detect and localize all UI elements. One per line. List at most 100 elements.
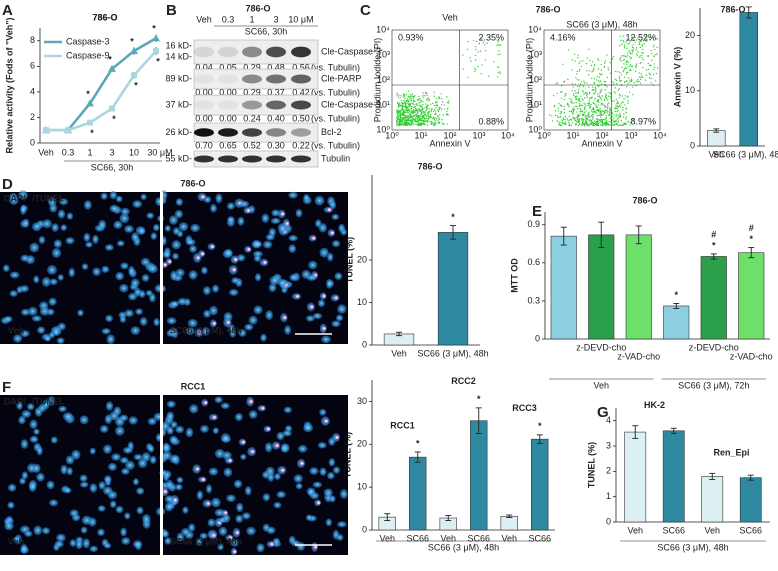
nucleus: [57, 209, 66, 219]
nucleus: [26, 403, 35, 411]
event-dot: [596, 106, 598, 109]
tunel-spot: [333, 295, 339, 301]
nucleus: [37, 326, 46, 334]
event-dot: [405, 119, 408, 122]
event-dot: [436, 104, 438, 106]
event-dot: [415, 110, 417, 112]
event-dot: [477, 51, 479, 53]
event-dot: [597, 110, 599, 112]
event-dot: [579, 122, 581, 124]
event-dot: [595, 88, 597, 90]
event-dot: [589, 106, 592, 108]
event-dot: [418, 108, 420, 110]
event-dot: [580, 81, 583, 83]
event-dot: [419, 123, 421, 125]
nucleus: [170, 300, 180, 307]
event-dot: [570, 124, 573, 126]
event-dot: [596, 100, 598, 102]
event-dot: [426, 105, 428, 107]
nucleus: [136, 506, 144, 515]
event-dot: [573, 102, 575, 104]
event-dot: [623, 68, 625, 70]
event-dot: [568, 104, 570, 106]
event-dot: [572, 109, 574, 111]
nucleus: [238, 329, 247, 337]
event-dot: [425, 120, 427, 122]
quadrant-value: 0.88%: [478, 116, 504, 126]
nucleus: [162, 442, 170, 453]
event-dot: [595, 89, 597, 91]
nucleus: [166, 411, 175, 421]
nucleus: [81, 263, 89, 270]
event-dot: [416, 113, 418, 115]
y-tick-label: 10: [357, 297, 367, 307]
event-dot: [585, 120, 587, 122]
event-dot: [410, 116, 413, 119]
nucleus: [100, 192, 108, 200]
error-bar: [745, 6, 752, 19]
nucleus: [244, 323, 254, 331]
event-dot: [633, 39, 635, 42]
event-dot: [615, 107, 617, 109]
event-dot: [401, 123, 403, 125]
event-dot: [592, 111, 594, 113]
event-dot: [572, 110, 575, 112]
event-dot: [416, 103, 418, 105]
event-dot: [625, 116, 627, 118]
quant-value: 0.70: [195, 140, 213, 150]
event-dot: [589, 119, 591, 121]
event-dot: [422, 107, 424, 110]
event-dot: [614, 122, 616, 124]
error-bar: [670, 427, 677, 434]
event-dot: [622, 124, 624, 126]
nucleus: [47, 196, 57, 207]
event-dot: [605, 81, 607, 83]
event-dot: [417, 110, 419, 113]
event-dot: [592, 116, 594, 118]
event-dot: [403, 94, 405, 96]
event-dot: [428, 98, 430, 101]
tunel-spot: [210, 244, 215, 249]
event-dot: [604, 89, 606, 91]
event-dot: [607, 114, 609, 116]
event-dot: [581, 104, 583, 106]
nucleus: [128, 265, 135, 276]
event-dot: [618, 93, 621, 95]
event-dot: [596, 76, 598, 78]
nucleus: [196, 490, 204, 500]
event-dot: [407, 119, 410, 121]
event-dot: [607, 69, 610, 71]
x-tick-label: SC66 (3 μM), 48h: [417, 348, 488, 358]
nucleus: [41, 527, 51, 535]
event-dot: [607, 99, 609, 101]
event-dot: [411, 119, 413, 121]
event-dot: [632, 48, 635, 50]
y-tick-label: 0.3: [527, 295, 540, 305]
event-dot: [559, 113, 561, 115]
event-dot: [593, 109, 595, 111]
nucleus: [303, 423, 314, 433]
event-dot: [573, 108, 576, 110]
tunel-spot: [321, 293, 327, 299]
nucleus: [248, 315, 258, 325]
event-dot: [567, 49, 570, 51]
event-dot: [588, 99, 590, 101]
event-dot: [649, 64, 651, 67]
nucleus: [27, 306, 38, 316]
event-dot: [582, 123, 585, 125]
nucleus: [309, 467, 319, 475]
event-dot: [435, 113, 437, 115]
event-dot: [404, 102, 406, 104]
event-dot: [402, 115, 404, 117]
event-dot: [557, 116, 559, 119]
event-dot: [611, 58, 614, 60]
y-tick-label: 2: [30, 112, 35, 122]
event-dot: [599, 119, 601, 121]
nucleus: [66, 212, 74, 220]
event-dot: [603, 99, 606, 101]
event-dot: [420, 115, 422, 117]
event-dot: [579, 83, 581, 85]
event-dot: [598, 111, 600, 113]
event-dot: [616, 113, 618, 115]
event-dot: [419, 124, 422, 126]
